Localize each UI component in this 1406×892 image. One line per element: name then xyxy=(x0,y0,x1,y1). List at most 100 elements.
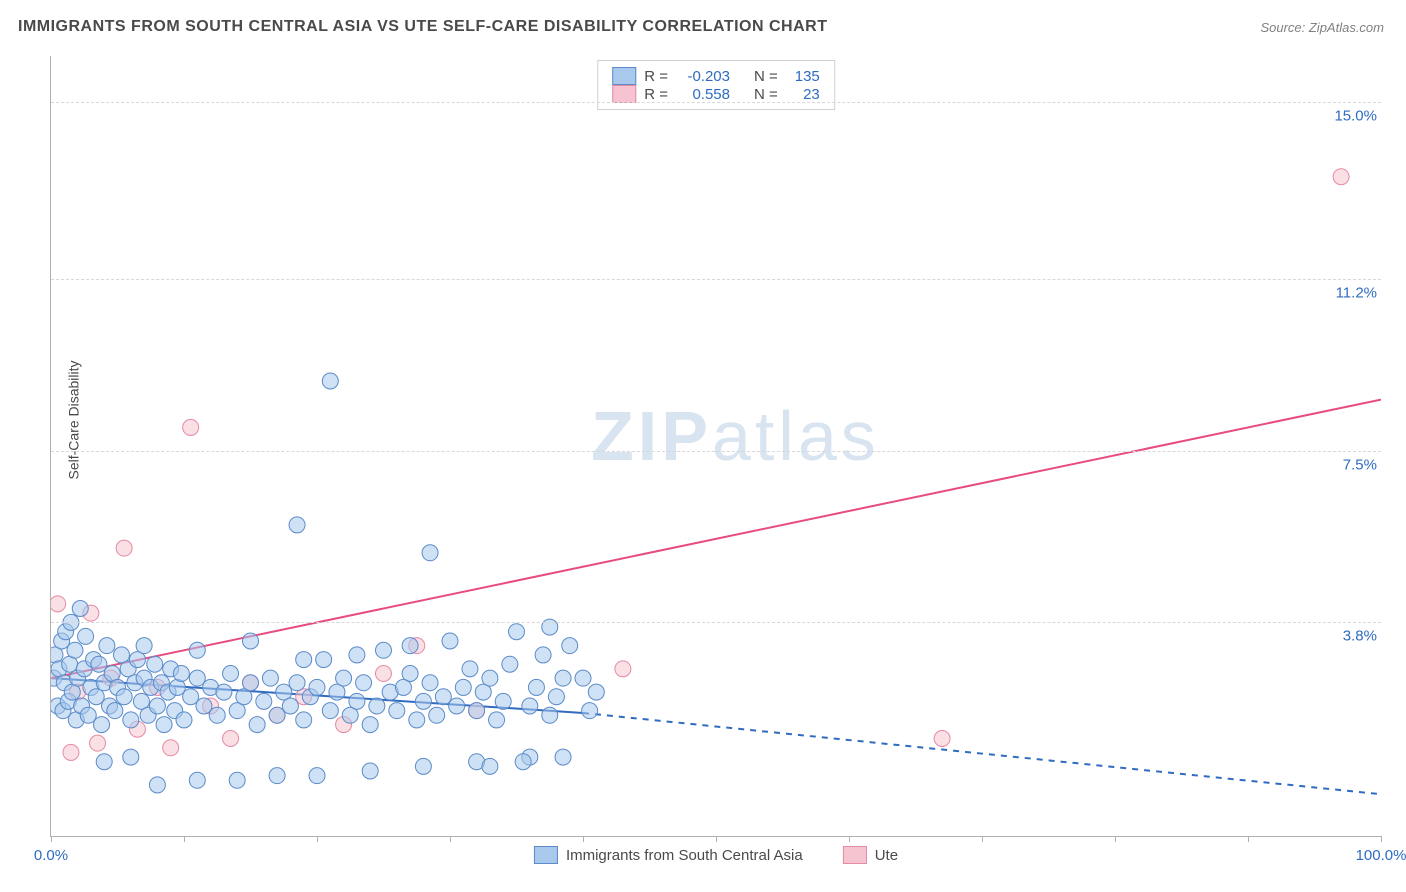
point-s1 xyxy=(289,517,305,533)
point-s1 xyxy=(442,633,458,649)
legend-r-label: R = xyxy=(644,86,668,103)
point-s1 xyxy=(96,754,112,770)
chart-title: IMMIGRANTS FROM SOUTH CENTRAL ASIA VS UT… xyxy=(18,18,827,36)
point-s1 xyxy=(149,777,165,793)
point-s1 xyxy=(455,679,471,695)
gridline-h xyxy=(51,279,1381,280)
point-s1 xyxy=(429,707,445,723)
point-s1 xyxy=(422,545,438,561)
legend-r-label: R = xyxy=(644,68,668,85)
point-s1 xyxy=(555,749,571,765)
point-s1 xyxy=(282,698,298,714)
point-s1 xyxy=(402,638,418,654)
point-s1 xyxy=(435,689,451,705)
gridline-h xyxy=(51,451,1381,452)
point-s2 xyxy=(223,731,239,747)
point-s2 xyxy=(183,419,199,435)
source-attribution: Source: ZipAtlas.com xyxy=(1260,20,1384,35)
point-s1 xyxy=(229,772,245,788)
point-s1 xyxy=(269,768,285,784)
point-s2 xyxy=(116,540,132,556)
y-tick-label: 7.5% xyxy=(1343,456,1383,473)
point-s1 xyxy=(555,670,571,686)
point-s1 xyxy=(528,679,544,695)
x-tick xyxy=(450,836,451,842)
point-s2 xyxy=(63,744,79,760)
legend-n-label: N = xyxy=(754,68,778,85)
point-s2 xyxy=(615,661,631,677)
legend-item-label: Ute xyxy=(875,847,898,864)
legend-swatch-icon xyxy=(534,846,558,864)
point-s1 xyxy=(189,642,205,658)
legend-n-value: 135 xyxy=(786,68,820,85)
point-s1 xyxy=(482,758,498,774)
point-s1 xyxy=(575,670,591,686)
legend-swatch-icon xyxy=(612,67,636,85)
x-tick xyxy=(1381,836,1382,842)
point-s1 xyxy=(176,712,192,728)
series-legend: Immigrants from South Central Asia Ute xyxy=(534,846,898,864)
point-s1 xyxy=(156,717,172,733)
point-s1 xyxy=(316,652,332,668)
point-s1 xyxy=(80,707,96,723)
gridline-h xyxy=(51,622,1381,623)
point-s2 xyxy=(163,740,179,756)
legend-swatch-icon xyxy=(843,846,867,864)
y-tick-label: 11.2% xyxy=(1336,284,1383,301)
legend-r-value: -0.203 xyxy=(676,68,730,85)
point-s2 xyxy=(1333,169,1349,185)
point-s1 xyxy=(223,666,239,682)
x-tick xyxy=(716,836,717,842)
point-s1 xyxy=(147,656,163,672)
point-s1 xyxy=(362,717,378,733)
point-s1 xyxy=(99,638,115,654)
point-s1 xyxy=(322,373,338,389)
point-s1 xyxy=(216,684,232,700)
point-s1 xyxy=(369,698,385,714)
point-s1 xyxy=(116,689,132,705)
x-tick xyxy=(982,836,983,842)
point-s1 xyxy=(88,689,104,705)
point-s1 xyxy=(389,703,405,719)
x-tick xyxy=(583,836,584,842)
point-s1 xyxy=(243,633,259,649)
y-tick-label: 3.8% xyxy=(1343,628,1383,645)
source-text: ZipAtlas.com xyxy=(1309,20,1384,35)
plot-svg xyxy=(51,56,1381,836)
point-s1 xyxy=(72,601,88,617)
point-s2 xyxy=(376,666,392,682)
point-s1 xyxy=(482,670,498,686)
point-s1 xyxy=(189,772,205,788)
point-s1 xyxy=(582,703,598,719)
point-s1 xyxy=(183,689,199,705)
point-s1 xyxy=(376,642,392,658)
point-s1 xyxy=(196,698,212,714)
point-s1 xyxy=(542,707,558,723)
point-s1 xyxy=(94,717,110,733)
x-tick xyxy=(184,836,185,842)
point-s1 xyxy=(509,624,525,640)
point-s1 xyxy=(209,707,225,723)
point-s1 xyxy=(562,638,578,654)
legend-n-value: 23 xyxy=(786,86,820,103)
point-s1 xyxy=(415,758,431,774)
point-s1 xyxy=(67,642,83,658)
point-s1 xyxy=(588,684,604,700)
point-s1 xyxy=(309,679,325,695)
point-s1 xyxy=(422,675,438,691)
point-s1 xyxy=(107,703,123,719)
point-s1 xyxy=(409,712,425,728)
point-s1 xyxy=(149,698,165,714)
point-s1 xyxy=(189,670,205,686)
point-s1 xyxy=(256,693,272,709)
point-s1 xyxy=(123,749,139,765)
point-s1 xyxy=(548,689,564,705)
point-s1 xyxy=(78,628,94,644)
point-s1 xyxy=(469,703,485,719)
x-tick xyxy=(849,836,850,842)
point-s1 xyxy=(269,707,285,723)
gridline-h xyxy=(51,102,1381,103)
y-tick-label: 15.0% xyxy=(1334,108,1383,125)
x-tick xyxy=(51,836,52,842)
point-s1 xyxy=(91,656,107,672)
